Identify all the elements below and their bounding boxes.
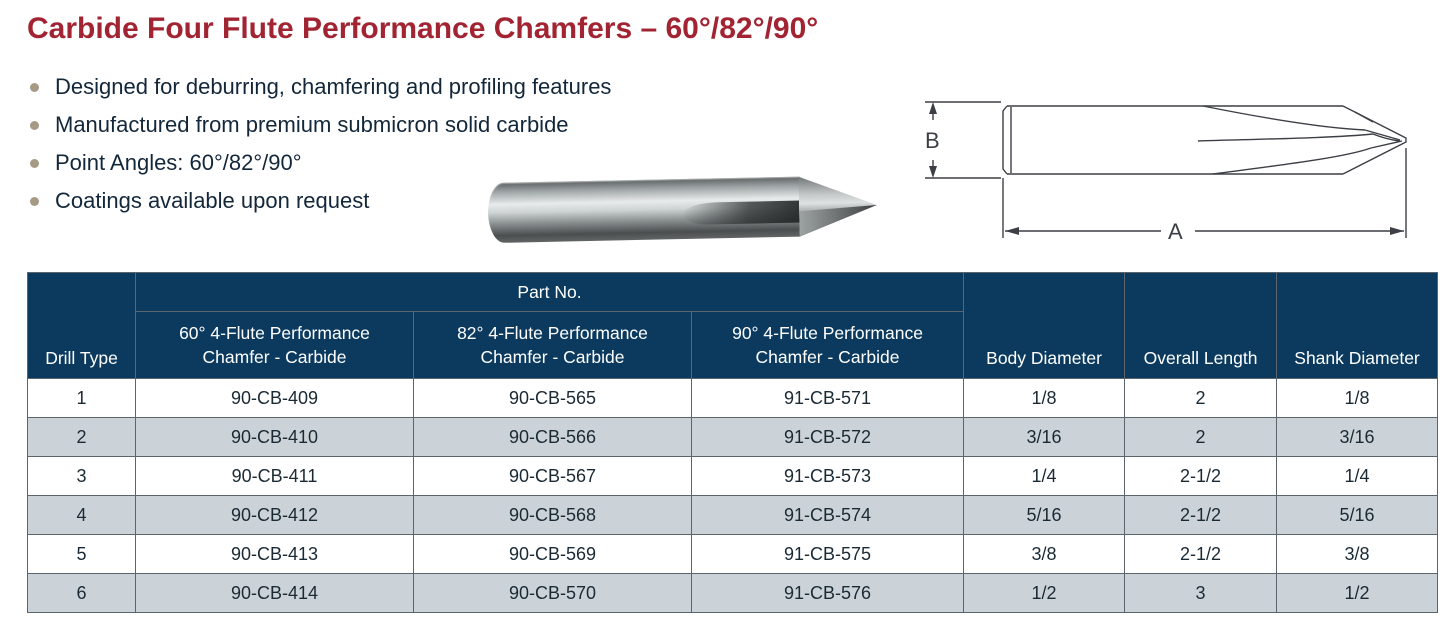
table-cell: 91-CB-575 <box>690 534 965 574</box>
feature-item-label: Manufactured from premium submicron soli… <box>55 112 569 137</box>
table-cell: 1/8 <box>963 378 1126 418</box>
col-header-60-chamfer: 60° 4-Flute Performance Chamfer - Carbid… <box>135 311 414 379</box>
col-header-body-diameter: Body Diameter <box>963 272 1126 379</box>
table-row: 2 90-CB-410 90-CB-566 91-CB-572 3/16 2 3/16 <box>27 417 1439 457</box>
feature-item: Coatings available upon request <box>30 182 611 220</box>
table-cell: 90-CB-566 <box>413 417 692 457</box>
feature-item: Manufactured from premium submicron soli… <box>30 106 611 144</box>
table-cell: 3/16 <box>1276 417 1439 457</box>
table-cell: 6 <box>27 573 136 613</box>
bullet-icon <box>30 120 39 130</box>
col-header-90-chamfer: 90° 4-Flute Performance Chamfer - Carbid… <box>690 311 965 379</box>
drill-flute-shape <box>682 200 802 226</box>
product-photo <box>487 173 880 247</box>
table-cell: 5/16 <box>1276 495 1439 535</box>
table-cell: 3 <box>1124 573 1278 613</box>
col-header-overall-length: Overall Length <box>1124 272 1278 379</box>
table-cell: 91-CB-574 <box>690 495 965 535</box>
table-cell: 2 <box>1124 378 1278 418</box>
table-cell: 90-CB-414 <box>135 573 414 613</box>
table-cell: 91-CB-571 <box>690 378 965 418</box>
table-cell: 3/16 <box>963 417 1126 457</box>
col-header-drill-type: Drill Type <box>27 272 136 379</box>
dimension-diagram: B A <box>925 101 1407 244</box>
table-cell: 2-1/2 <box>1124 456 1278 496</box>
table-cell: 90-CB-569 <box>413 534 692 574</box>
page-title: Carbide Four Flute Performance Chamfers … <box>27 12 819 45</box>
table-cell: 1/4 <box>1276 456 1439 496</box>
feature-item: Point Angles: 60°/82°/90° <box>30 144 611 182</box>
table-cell: 90-CB-567 <box>413 456 692 496</box>
table-cell: 2-1/2 <box>1124 534 1278 574</box>
feature-item-label: Coatings available upon request <box>55 188 370 213</box>
table-cell: 5/16 <box>963 495 1126 535</box>
table-cell: 5 <box>27 534 136 574</box>
table-cell: 90-CB-412 <box>135 495 414 535</box>
table-cell: 90-CB-413 <box>135 534 414 574</box>
bullet-icon <box>30 196 39 206</box>
feature-item-label: Point Angles: 60°/82°/90° <box>55 150 302 175</box>
table-cell: 2 <box>27 417 136 457</box>
bullet-icon <box>30 158 39 168</box>
table-row: 6 90-CB-414 90-CB-570 91-CB-576 1/2 3 1/2 <box>27 573 1439 613</box>
table-cell: 91-CB-572 <box>690 417 965 457</box>
table-cell: 90-CB-409 <box>135 378 414 418</box>
table-cell: 90-CB-570 <box>413 573 692 613</box>
dimension-a-label: A <box>1168 219 1183 244</box>
feature-item-label: Designed for deburring, chamfering and p… <box>55 74 612 99</box>
table-cell: 90-CB-568 <box>413 495 692 535</box>
feature-item: Designed for deburring, chamfering and p… <box>30 68 611 106</box>
table-row: 5 90-CB-413 90-CB-569 91-CB-575 3/8 2-1/2 3/8 <box>27 534 1439 574</box>
col-header-shank-diameter: Shank Diameter <box>1276 272 1439 379</box>
table-cell: 2 <box>1124 417 1278 457</box>
col-header-82-chamfer: 82° 4-Flute Performance Chamfer - Carbid… <box>413 311 692 379</box>
table-cell: 1 <box>27 378 136 418</box>
spec-table: Drill Type Part No. Body Diameter Overal… <box>27 272 1439 613</box>
table-row: 3 90-CB-411 90-CB-567 91-CB-573 1/4 2-1/2 1/4 <box>27 456 1439 496</box>
table-cell: 1/4 <box>963 456 1126 496</box>
table-cell: 4 <box>27 495 136 535</box>
table-cell: 90-CB-411 <box>135 456 414 496</box>
table-cell: 3 <box>27 456 136 496</box>
col-group-part-no: Part No. <box>134 272 965 312</box>
table-cell: 91-CB-576 <box>690 573 965 613</box>
table-cell: 1/2 <box>1276 573 1439 613</box>
feature-list: Designed for deburring, chamfering and p… <box>30 68 611 220</box>
table-cell: 2-1/2 <box>1124 495 1278 535</box>
table-row: 1 90-CB-409 90-CB-565 91-CB-571 1/8 2 1/8 <box>27 378 1439 418</box>
table-cell: 90-CB-410 <box>135 417 414 457</box>
table-cell: 90-CB-565 <box>413 378 692 418</box>
table-cell: 91-CB-573 <box>690 456 965 496</box>
table-cell: 1/2 <box>963 573 1126 613</box>
table-cell: 1/8 <box>1276 378 1439 418</box>
bullet-icon <box>30 82 39 92</box>
table-cell: 3/8 <box>1276 534 1439 574</box>
table-cell: 3/8 <box>963 534 1126 574</box>
dimension-b-label: B <box>925 128 940 153</box>
table-row: 4 90-CB-412 90-CB-568 91-CB-574 5/16 2-1/2 5/1… <box>27 495 1439 535</box>
